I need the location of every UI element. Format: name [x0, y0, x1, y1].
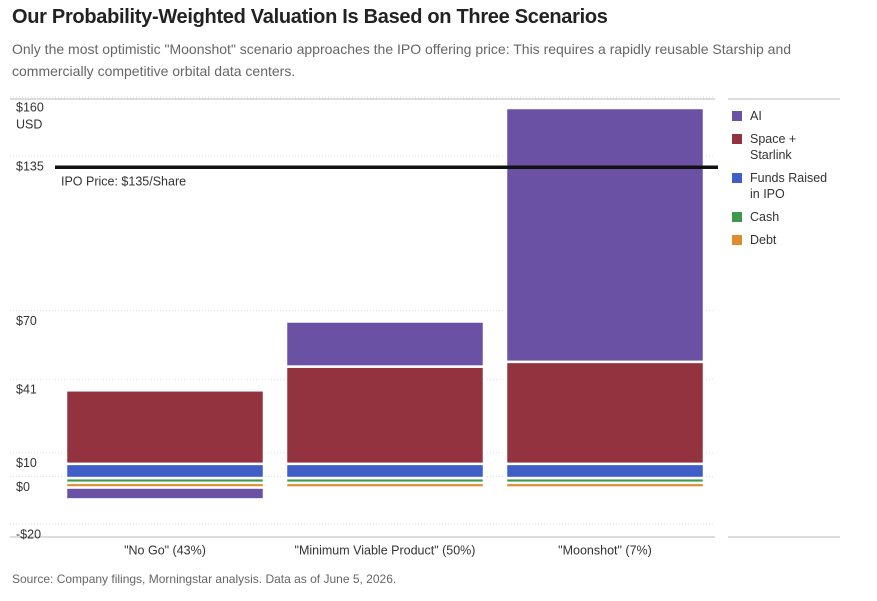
bar-segment	[504, 462, 706, 480]
legend-item: AI	[728, 108, 840, 124]
y-tick-label: $10	[16, 456, 37, 470]
legend-label: Debt	[750, 233, 777, 247]
legend-label: Cash	[750, 210, 780, 224]
legend-swatch	[732, 111, 742, 121]
legend-swatch	[732, 235, 742, 245]
y-tick-label: $70	[16, 314, 37, 328]
chart-title: Our Probability-Weighted Valuation Is Ba…	[12, 6, 608, 28]
legend-item: Cash	[728, 209, 840, 225]
legend-swatch	[732, 173, 742, 183]
legend: AI Space + Starlink Funds Raised in IPO Cas…	[728, 101, 840, 248]
bar-segment	[284, 462, 486, 480]
bar-segment	[64, 462, 266, 480]
x-tick-label: "No Go" (43%)	[124, 543, 206, 557]
legend-swatch	[732, 212, 742, 222]
y-tick-label: $160	[16, 100, 44, 114]
y-tick-label: $135	[16, 160, 44, 174]
x-tick-label: "Moonshot" (7%)	[558, 543, 652, 557]
chart-subtitle: Only the most optimistic "Moonshot" scen…	[12, 41, 792, 79]
y-tick-label: -$20	[16, 527, 41, 541]
bar-segment	[504, 106, 706, 364]
legend-item: Space + Starlink	[728, 131, 840, 163]
legend-label: Space + Starlink	[750, 132, 797, 162]
source-note: Source: Company filings, Morningstar ana…	[12, 572, 397, 586]
reference-label: IPO Price: $135/Share	[61, 175, 186, 189]
bar-segment	[64, 486, 266, 501]
bar-segment	[504, 360, 706, 466]
x-tick-label: "Minimum Viable Product" (50%)	[295, 543, 476, 557]
y-unit-label: USD	[16, 117, 42, 131]
bar-segment	[284, 365, 486, 466]
legend-item: Debt	[728, 232, 840, 248]
legend-label: AI	[750, 109, 762, 123]
y-tick-label: $41	[16, 383, 37, 397]
legend-swatch	[732, 134, 742, 144]
y-tick-label: $0	[16, 480, 30, 494]
legend-label: Funds Raised in IPO	[750, 171, 828, 201]
legend-item: Funds Raised in IPO	[728, 170, 840, 202]
bar-segment	[64, 389, 266, 466]
bar-segment	[284, 320, 486, 368]
